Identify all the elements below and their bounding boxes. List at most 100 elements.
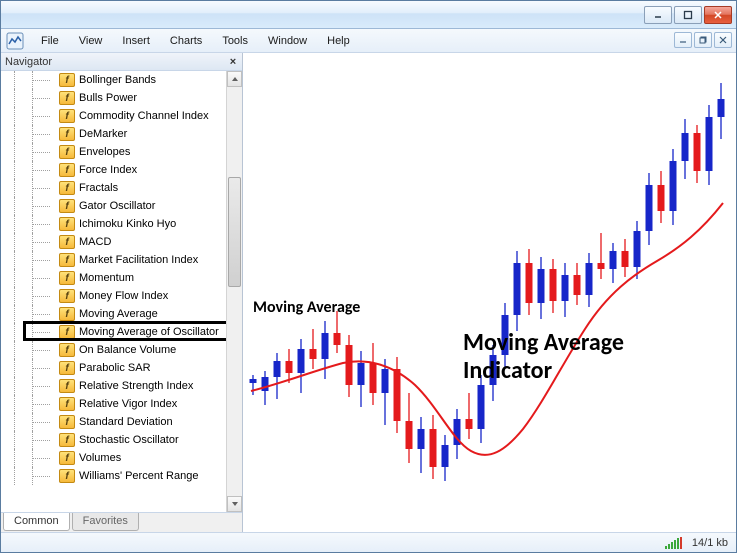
indicator-label: Stochastic Oscillator — [79, 434, 179, 446]
indicator-gator-oscillator[interactable]: fGator Oscillator — [1, 197, 226, 215]
indicator-icon: f — [59, 289, 75, 303]
indicator-label: Standard Deviation — [79, 416, 173, 428]
indicator-label: Moving Average of Oscillator — [79, 326, 219, 338]
indicator-relative-vigor-index[interactable]: f Relative Vigor Index — [1, 395, 226, 413]
indicator-stochastic-oscillator[interactable]: f Stochastic Oscillator — [1, 431, 226, 449]
navigator-close-icon[interactable]: × — [227, 56, 239, 68]
mdi-close-button[interactable] — [714, 32, 732, 48]
indicator-label: Bollinger Bands — [79, 74, 156, 86]
indicator-momentum[interactable]: f Momentum — [1, 269, 226, 287]
annotation-small: Moving Average — [253, 298, 360, 317]
indicator-macd[interactable]: f MACD — [1, 233, 226, 251]
indicator-icon: f — [59, 415, 75, 429]
menu-file[interactable]: File — [31, 32, 69, 50]
indicator-label: Relative Vigor Index — [79, 398, 177, 410]
indicator-label: On Balance Volume — [79, 344, 176, 356]
indicator-icon: f — [59, 217, 75, 231]
chart-canvas — [243, 53, 736, 532]
indicator-label: Relative Strength Index — [79, 380, 193, 392]
body: Navigator × fBollinger BandsfBulls Power… — [1, 53, 736, 532]
mdi-restore-button[interactable] — [694, 32, 712, 48]
indicator-market-facilitation-index[interactable]: fMarket Facilitation Index — [1, 251, 226, 269]
connection-signal-icon — [665, 537, 682, 549]
menu-help[interactable]: Help — [317, 32, 360, 50]
indicator-icon: f — [59, 307, 75, 321]
tab-favorites[interactable]: Favorites — [72, 513, 139, 531]
indicator-ichimoku-kinko-hyo[interactable]: f Ichimoku Kinko Hyo — [1, 215, 226, 233]
navigator-tabs: Common Favorites — [1, 512, 242, 532]
indicator-icon: f — [59, 469, 75, 483]
indicator-label: Fractals — [79, 182, 118, 194]
menu-insert[interactable]: Insert — [112, 32, 160, 50]
indicator-force-index[interactable]: fForce Index — [1, 161, 226, 179]
minimize-button[interactable] — [644, 6, 672, 24]
indicator-label: Moving Average — [79, 308, 158, 320]
indicator-standard-deviation[interactable]: f Standard Deviation — [1, 413, 226, 431]
indicator-commodity-channel-index[interactable]: fCommodity Channel Index — [1, 107, 226, 125]
mdi-controls — [674, 32, 732, 48]
indicator-williams-percent-range[interactable]: fWilliams' Percent Range — [1, 467, 226, 485]
app-window: FileViewInsertChartsToolsWindowHelp Navi… — [0, 0, 737, 553]
indicator-moving-average-of-oscillator[interactable]: f Moving Average of Oscillator — [1, 323, 226, 341]
chart-area[interactable]: Moving Average Moving Average Indicator — [243, 53, 736, 532]
indicator-icon: f — [59, 145, 75, 159]
indicator-money-flow-index[interactable]: f Money Flow Index — [1, 287, 226, 305]
scroll-track[interactable] — [227, 87, 242, 496]
menu-tools[interactable]: Tools — [212, 32, 258, 50]
indicator-relative-strength-index[interactable]: f Relative Strength Index — [1, 377, 226, 395]
indicator-icon: f — [59, 361, 75, 375]
annotation-large-line1: Moving Average — [463, 329, 624, 357]
indicator-label: Market Facilitation Index — [79, 254, 198, 266]
indicator-bollinger-bands[interactable]: f Bollinger Bands — [1, 71, 226, 89]
indicator-label: MACD — [79, 236, 111, 248]
indicator-envelopes[interactable]: f Envelopes — [1, 143, 226, 161]
maximize-button[interactable] — [674, 6, 702, 24]
indicator-icon: f — [59, 451, 75, 465]
scroll-up-button[interactable] — [227, 71, 242, 87]
indicator-volumes[interactable]: f Volumes — [1, 449, 226, 467]
indicator-demarker[interactable]: f DeMarker — [1, 125, 226, 143]
indicator-label: Money Flow Index — [79, 290, 168, 302]
indicator-parabolic-sar[interactable]: fParabolic SAR — [1, 359, 226, 377]
annotation-large: Moving Average Indicator — [463, 329, 624, 384]
menu-view[interactable]: View — [69, 32, 113, 50]
status-kb: 14/1 kb — [692, 537, 728, 549]
indicator-label: Volumes — [79, 452, 121, 464]
indicator-bulls-power[interactable]: fBulls Power — [1, 89, 226, 107]
indicator-icon: f — [59, 127, 75, 141]
indicator-icon: f — [59, 325, 75, 339]
indicator-icon: f — [59, 181, 75, 195]
navigator-panel: Navigator × fBollinger BandsfBulls Power… — [1, 53, 243, 532]
mdi-minimize-button[interactable] — [674, 32, 692, 48]
navigator-title: Navigator — [5, 56, 52, 68]
menu-charts[interactable]: Charts — [160, 32, 212, 50]
navigator-scrollbar[interactable] — [226, 71, 242, 512]
navigator-titlebar: Navigator × — [1, 53, 242, 71]
scroll-thumb[interactable] — [228, 177, 241, 287]
menu-window[interactable]: Window — [258, 32, 317, 50]
indicator-icon: f — [59, 433, 75, 447]
indicator-icon: f — [59, 109, 75, 123]
indicator-label: Gator Oscillator — [79, 200, 155, 212]
indicator-icon: f — [59, 379, 75, 393]
indicator-label: Bulls Power — [79, 92, 137, 104]
app-icon — [5, 31, 25, 51]
indicator-label: Momentum — [79, 272, 134, 284]
close-button[interactable] — [704, 6, 732, 24]
indicator-on-balance-volume[interactable]: f On Balance Volume — [1, 341, 226, 359]
indicator-icon: f — [59, 397, 75, 411]
indicator-label: Envelopes — [79, 146, 130, 158]
tab-common[interactable]: Common — [3, 513, 70, 531]
indicator-icon: f — [59, 235, 75, 249]
indicator-label: DeMarker — [79, 128, 127, 140]
indicator-icon: f — [59, 271, 75, 285]
indicator-icon: f — [59, 163, 75, 177]
indicator-moving-average[interactable]: f Moving Average — [1, 305, 226, 323]
indicator-label: Ichimoku Kinko Hyo — [79, 218, 176, 230]
indicator-icon: f — [59, 343, 75, 357]
scroll-down-button[interactable] — [227, 496, 242, 512]
indicator-fractals[interactable]: f Fractals — [1, 179, 226, 197]
annotation-large-line2: Indicator — [463, 357, 624, 385]
menubar: FileViewInsertChartsToolsWindowHelp — [1, 29, 736, 53]
indicator-icon: f — [59, 73, 75, 87]
